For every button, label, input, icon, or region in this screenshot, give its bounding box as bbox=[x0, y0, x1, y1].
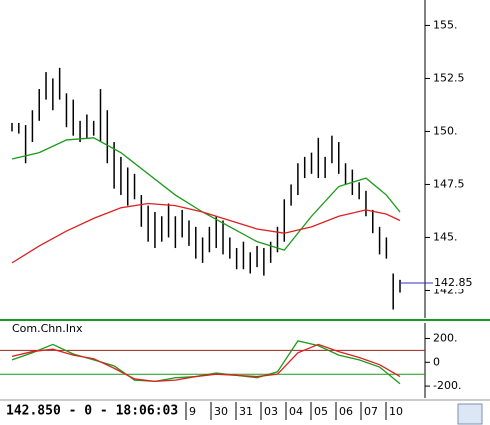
date-label: 04 bbox=[289, 405, 303, 418]
y-tick-label: 150. bbox=[433, 124, 458, 137]
date-label: 30 bbox=[214, 405, 228, 418]
y-tick-label: 147.5 bbox=[433, 177, 465, 190]
date-label: 06 bbox=[339, 405, 353, 418]
date-label: 10 bbox=[389, 405, 403, 418]
y-tick-label: -200. bbox=[433, 379, 461, 392]
y-tick-label: 155. bbox=[433, 18, 458, 31]
moving-average bbox=[11, 202, 401, 264]
date-label: 03 bbox=[264, 405, 278, 418]
date-label: 05 bbox=[314, 405, 328, 418]
y-tick-label: 152.5 bbox=[433, 71, 465, 84]
y-tick-label: 145. bbox=[433, 230, 458, 243]
y-tick-label: 0 bbox=[433, 355, 440, 368]
last-price-bg bbox=[433, 276, 467, 290]
last-price-label: 142.85 bbox=[434, 276, 473, 289]
date-label: 9 bbox=[189, 405, 196, 418]
date-label: 07 bbox=[364, 405, 378, 418]
indicator-line bbox=[11, 340, 401, 385]
status-text: 142.850 - 0 - 18:06:03 bbox=[6, 404, 178, 419]
y-tick-label: 200. bbox=[433, 331, 458, 344]
moving-average bbox=[11, 137, 401, 251]
indicator-line bbox=[11, 343, 401, 382]
date-label: 31 bbox=[239, 405, 253, 418]
indicator-title: Com.Chn.Inx bbox=[12, 322, 83, 335]
toolbar-icon[interactable] bbox=[457, 403, 483, 425]
